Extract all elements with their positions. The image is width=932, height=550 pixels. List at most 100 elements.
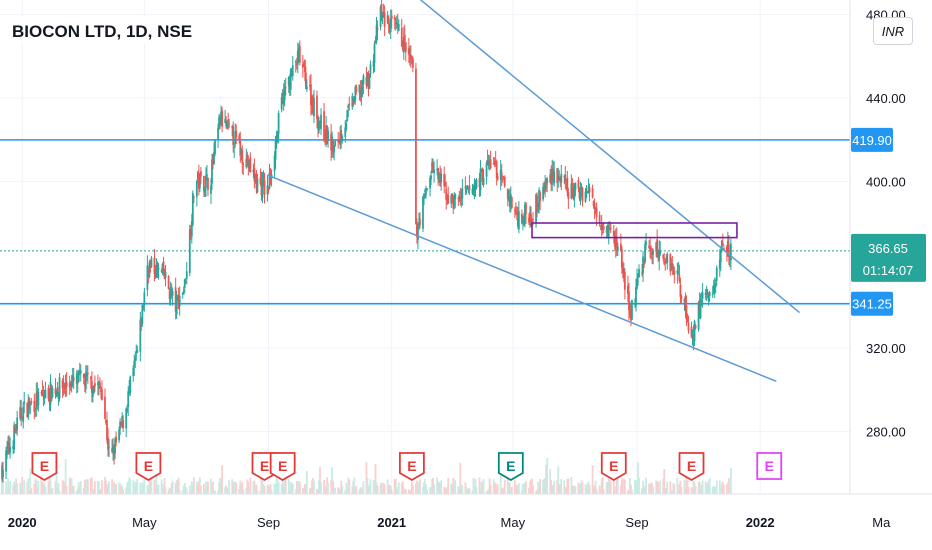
earnings-marker[interactable]: E (135, 452, 162, 482)
volume-bar (360, 486, 363, 494)
candle-body (119, 421, 122, 429)
candle-body (36, 391, 39, 406)
volume-bar (574, 486, 577, 494)
candle-body (136, 350, 139, 353)
candle-body (354, 86, 357, 100)
volume-bar (225, 485, 228, 494)
candle-body (704, 292, 707, 295)
volume-bar (358, 489, 361, 494)
candle-body (249, 157, 252, 173)
volume-bar (552, 484, 555, 494)
candle-body (570, 183, 573, 199)
candle-body (487, 161, 490, 165)
volume-bar (570, 477, 573, 494)
trend-line[interactable] (391, 0, 801, 314)
candle-body (198, 173, 201, 189)
volume-bar (82, 487, 85, 494)
earnings-marker[interactable]: E (756, 452, 783, 480)
volume-bar (312, 478, 314, 494)
volume-bar (111, 479, 113, 494)
volume-bar (341, 485, 344, 494)
earnings-marker[interactable]: E (269, 452, 296, 482)
volume-bar (475, 486, 478, 494)
candle-body (90, 381, 93, 393)
candle-body (189, 231, 192, 234)
candle-body (666, 253, 669, 264)
candle-body (711, 294, 714, 296)
earnings-marker-shape (398, 452, 425, 482)
volume-bar (128, 477, 131, 494)
earnings-marker[interactable]: E (497, 452, 524, 482)
volume-bar (500, 488, 503, 494)
candle-body (290, 71, 293, 74)
candle-body (361, 86, 364, 90)
candle-body (49, 382, 52, 406)
earnings-marker[interactable]: E (31, 452, 58, 482)
level-price-badge (851, 291, 893, 316)
candle-body (516, 214, 519, 227)
volume-bar (643, 488, 645, 494)
candle-body (311, 97, 313, 107)
candle-body (225, 122, 228, 127)
volume-bar (454, 480, 457, 494)
candle-body (440, 173, 443, 183)
volume-bar (127, 481, 130, 494)
candle-body (619, 244, 622, 250)
volume-bar (192, 477, 195, 494)
trend-drawings[interactable] (267, 0, 801, 383)
candle-body (436, 168, 439, 170)
earnings-marker[interactable]: E (678, 452, 705, 482)
volume-bar (489, 485, 492, 494)
resistance-zone-rectangle[interactable] (531, 222, 738, 239)
earnings-marker-shape (497, 452, 524, 482)
candle-body (637, 281, 639, 283)
earnings-marker[interactable]: E (600, 452, 627, 482)
candle-body (105, 419, 107, 424)
trend-line[interactable] (267, 174, 777, 383)
volume-bar (91, 489, 94, 494)
earnings-marker-shape (135, 452, 162, 482)
volume-bar (77, 482, 80, 494)
volume-bar (451, 485, 454, 494)
candle-body (213, 151, 215, 165)
candle-body (676, 270, 679, 274)
volume-bar (485, 490, 488, 494)
candle-body (447, 195, 450, 204)
candle-body (417, 228, 419, 240)
volume-bar (578, 484, 581, 494)
volume-bar (480, 481, 483, 494)
candle-body (12, 445, 15, 449)
candle-body (513, 209, 516, 212)
candle-body (411, 58, 414, 68)
volume-bar (461, 484, 464, 494)
candle-body (291, 65, 294, 77)
candle-body (168, 291, 171, 299)
volume-bar (407, 489, 410, 494)
volume-bar (55, 459, 58, 494)
candle-body (214, 140, 216, 155)
candle-body (636, 278, 638, 289)
volume-bar (41, 481, 44, 494)
time-tick-label: 2022 (746, 515, 775, 530)
volume-bar (148, 480, 151, 494)
volume-bar (203, 484, 205, 494)
volume-bar (729, 468, 732, 494)
candle-body (195, 181, 198, 197)
candle-body (177, 297, 180, 310)
volume-bar (670, 490, 673, 494)
candle-body (627, 285, 629, 294)
volume-bar (56, 488, 59, 494)
earnings-marker-shape (756, 452, 783, 480)
volume-bar (339, 488, 342, 494)
currency-button[interactable]: INR (873, 17, 913, 45)
volume-bar (22, 489, 25, 494)
earnings-marker-label: E (687, 458, 696, 474)
horizontal-levels[interactable] (0, 139, 850, 305)
earnings-marker[interactable]: E (398, 452, 425, 482)
candle-body (142, 305, 145, 307)
volume-bar (648, 483, 651, 494)
volume-bar (34, 478, 37, 494)
volume-bar (369, 479, 372, 494)
